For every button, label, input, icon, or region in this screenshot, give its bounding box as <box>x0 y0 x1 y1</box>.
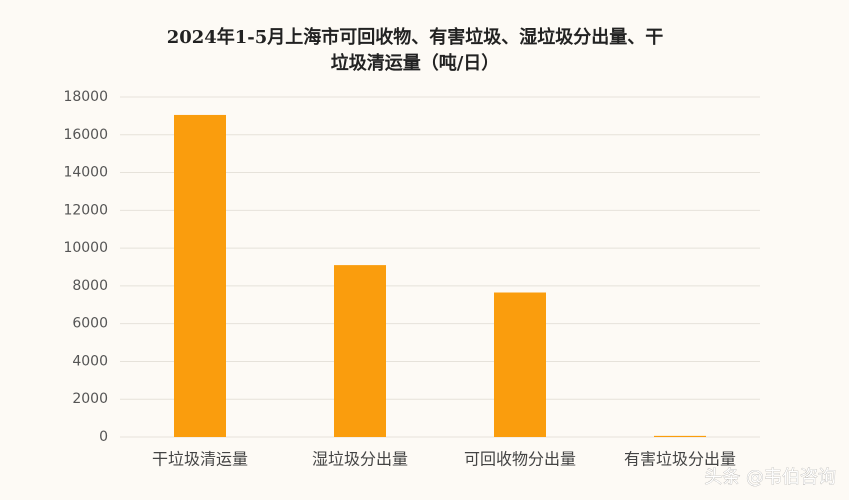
y-tick-label: 16000 <box>63 127 108 143</box>
y-tick-label: 6000 <box>72 316 108 332</box>
x-tick-label: 湿垃圾分出量 <box>312 450 408 469</box>
y-tick-label: 12000 <box>63 202 108 218</box>
y-tick-label: 2000 <box>72 391 108 407</box>
chart-title: 2024年1-5月上海市可回收物、有害垃圾、湿垃圾分出量、干 <box>167 26 664 48</box>
x-tick-label: 干垃圾清运量 <box>152 450 248 469</box>
y-tick-label: 14000 <box>63 165 108 181</box>
watermark: 头条 @韦伯咨询 <box>704 467 836 488</box>
x-tick-label: 可回收物分出量 <box>464 450 576 469</box>
bar <box>654 435 706 437</box>
bar <box>334 265 386 437</box>
chart-title: 垃圾清运量（吨/日） <box>331 52 500 74</box>
y-tick-label: 8000 <box>72 278 108 294</box>
y-tick-label: 4000 <box>72 353 108 369</box>
y-tick-label: 18000 <box>63 89 108 105</box>
y-tick-label: 10000 <box>63 240 108 256</box>
x-tick-label: 有害垃圾分出量 <box>624 450 736 469</box>
y-tick-label: 0 <box>99 429 108 445</box>
bar <box>174 114 226 437</box>
bar <box>494 292 546 437</box>
